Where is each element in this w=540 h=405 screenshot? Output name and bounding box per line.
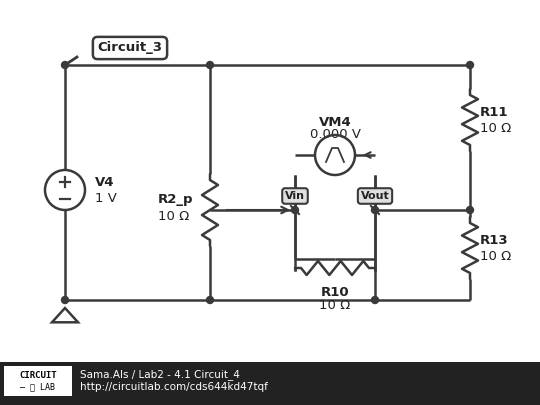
Text: R13: R13 — [480, 234, 509, 247]
Text: Vout: Vout — [361, 191, 389, 201]
Text: R10: R10 — [321, 286, 349, 299]
Text: Circuit_3: Circuit_3 — [98, 41, 163, 55]
Text: — ⧬ LAB: — ⧬ LAB — [21, 382, 56, 392]
Text: Vin: Vin — [285, 191, 305, 201]
Bar — [4, 366, 72, 396]
Text: 10 Ω: 10 Ω — [480, 249, 511, 262]
Text: 10 Ω: 10 Ω — [480, 122, 511, 134]
Text: CIRCUIT: CIRCUIT — [19, 371, 57, 381]
Text: 0.000 V: 0.000 V — [309, 128, 361, 141]
Text: 10 Ω: 10 Ω — [158, 209, 189, 222]
Circle shape — [467, 62, 474, 68]
Circle shape — [292, 207, 299, 213]
Text: http://circuitlab.com/cds644kd47tqf: http://circuitlab.com/cds644kd47tqf — [80, 382, 268, 392]
Text: VM4: VM4 — [319, 117, 352, 130]
Circle shape — [62, 296, 69, 303]
Text: 1 V: 1 V — [95, 192, 117, 205]
Text: R2_p: R2_p — [158, 194, 193, 207]
Circle shape — [372, 296, 379, 303]
Circle shape — [62, 62, 69, 68]
Bar — [0, 362, 540, 405]
Circle shape — [372, 207, 379, 213]
Circle shape — [467, 207, 474, 213]
Text: Sama.Als / Lab2 - 4.1 Circuit_4: Sama.Als / Lab2 - 4.1 Circuit_4 — [80, 369, 240, 380]
Text: V4: V4 — [95, 177, 114, 190]
Text: 10 Ω: 10 Ω — [319, 299, 350, 312]
Text: R11: R11 — [480, 105, 509, 119]
Circle shape — [206, 296, 213, 303]
Circle shape — [206, 62, 213, 68]
